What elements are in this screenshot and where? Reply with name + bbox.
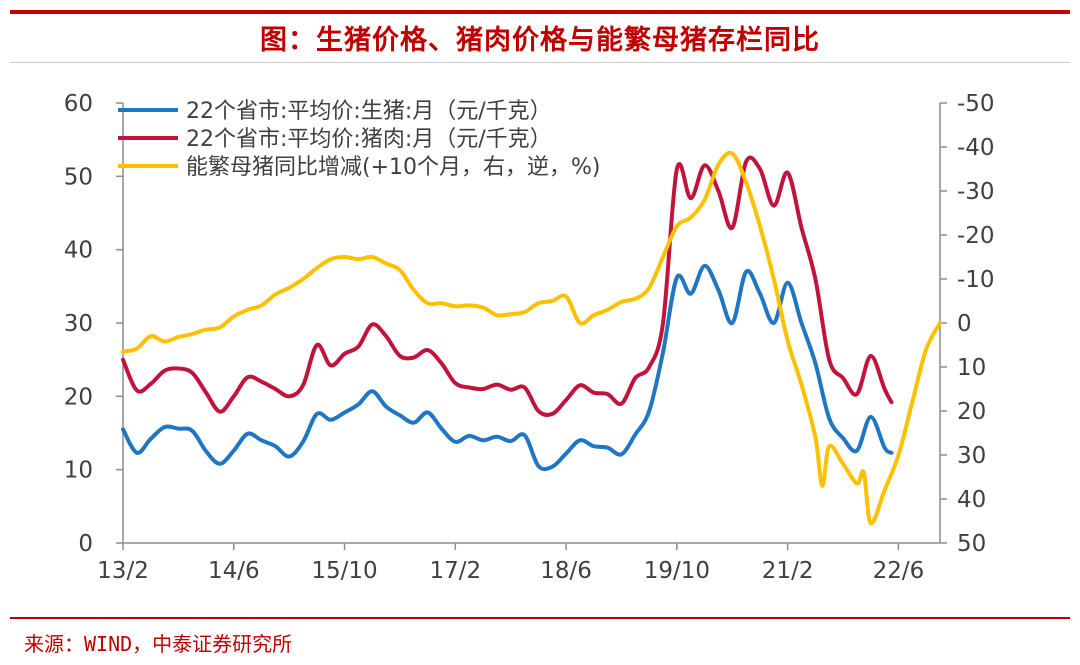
y-right-tick-label: -40 [957, 135, 995, 161]
y-left-tick-label: 40 [64, 238, 93, 264]
chart-series [121, 150, 942, 526]
title-divider [10, 62, 1070, 63]
series-line-3 [121, 150, 942, 526]
footer-rule [10, 617, 1070, 619]
y-right-tick-label: 40 [957, 487, 986, 513]
x-tick-label: 17/2 [429, 558, 481, 584]
y-right-tick-label: -10 [957, 267, 995, 293]
y-left-tick-label: 30 [64, 311, 93, 337]
x-tick-label: 19/10 [644, 558, 710, 584]
y-left-tick-label: 10 [64, 458, 93, 484]
x-tick-label: 14/6 [208, 558, 260, 584]
y-left-tick-label: 50 [64, 164, 93, 190]
y-right-tick-label: -50 [957, 91, 995, 117]
y-left-tick-label: 20 [64, 384, 93, 410]
chart-legend: 22个省市:平均价:生猪:月（元/千克） 22个省市:平均价:猪肉:月（元/千克）… [118, 99, 601, 180]
y-right-tick-label: -30 [957, 179, 995, 205]
header-rule [10, 10, 1070, 14]
source-note: 来源：WIND，中泰证券研究所 [24, 632, 293, 656]
x-tick-label: 13/2 [97, 558, 149, 584]
x-tick-label: 22/6 [873, 558, 925, 584]
legend-label-3: 能繁母猪同比增减(+10个月，右，逆，%) [186, 155, 601, 180]
chart: 0 10 20 30 40 50 60 -50 -40 -30 -20 -10 0 10 20 30 40 50 1… [64, 91, 995, 584]
y-left-tick-label: 60 [64, 91, 93, 117]
y-left-tick-label: 0 [78, 531, 93, 557]
legend-label-1: 22个省市:平均价:生猪:月（元/千克） [186, 99, 552, 124]
x-tick-label: 15/10 [311, 558, 377, 584]
y-right-tick-label: -20 [957, 223, 995, 249]
legend-label-2: 22个省市:平均价:猪肉:月（元/千克） [186, 127, 552, 152]
y-right-tick-label: 30 [957, 443, 986, 469]
x-tick-label: 18/6 [540, 558, 592, 584]
x-tick-label: 21/2 [762, 558, 814, 584]
series-line-2 [121, 155, 894, 417]
y-right-tick-label: 10 [957, 355, 986, 381]
page-title: 图：生猪价格、猪肉价格与能繁母猪存栏同比 [260, 25, 820, 56]
y-right-tick-label: 50 [957, 531, 986, 557]
y-right-tick-label: 20 [957, 399, 986, 425]
y-right-tick-label: 0 [957, 311, 972, 337]
series-line-1 [121, 263, 894, 472]
